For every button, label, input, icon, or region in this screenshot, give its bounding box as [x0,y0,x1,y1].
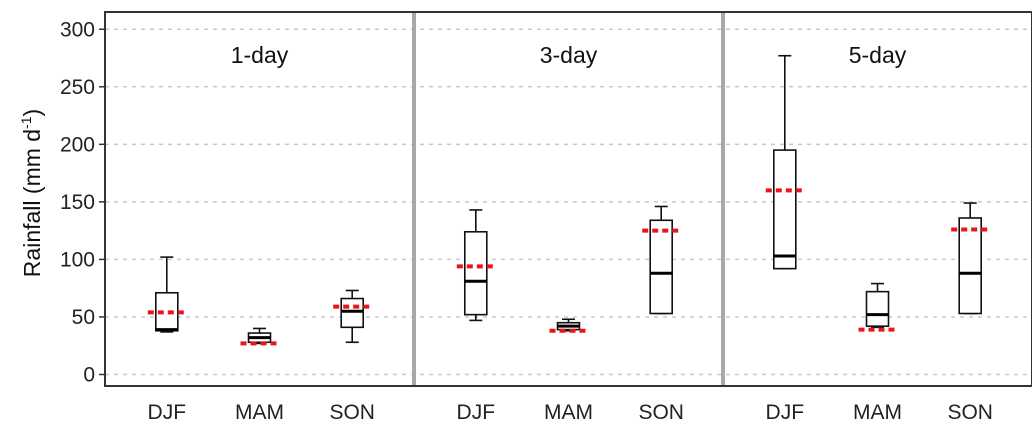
plot-frame [104,11,1032,387]
panel-3-day: 3-day [412,12,681,386]
y-tick-label: 300 [60,18,95,41]
y-tick-label: 50 [72,306,95,329]
panel-label: 3-day [540,42,598,68]
x-tick-label: DJF [766,401,805,424]
box-DJF [456,209,495,322]
y-axis-title: Rainfall (mm d-1) [18,109,45,277]
x-tick-label: MAM [235,401,284,424]
iqr-box [649,219,674,315]
iqr-box [463,230,488,316]
x-tick-label: DJF [457,401,496,424]
chart-panels: 1-day 3-day 5-day [147,12,990,386]
panel-5-day: 5-day [721,12,990,386]
box-DJF [147,256,186,333]
box-DJF [765,54,804,270]
panel-label: 1-day [231,42,289,68]
box-SON [333,289,372,344]
x-axis: DJF MAM SON DJF MAM SON DJF MAM SON [148,401,993,424]
x-tick-label: SON [947,401,993,424]
y-axis-title-close: ) [19,109,45,117]
panel-label: 5-day [849,42,907,68]
y-tick-label: 0 [83,363,95,386]
y-axis: 0 50 100 150 200 250 300 [60,18,105,386]
box-MAM [240,327,279,346]
y-axis-title-superscript: -1 [18,116,34,129]
x-tick-label: SON [329,401,375,424]
y-tick-label: 250 [60,76,95,99]
y-tick-label: 100 [60,248,95,271]
x-tick-label: MAM [544,401,593,424]
box-MAM [549,318,588,333]
box-SON [642,205,681,315]
box-SON [951,202,990,315]
iqr-box [772,149,797,270]
gridlines [105,28,1032,376]
y-tick-label: 200 [60,133,95,156]
iqr-box [340,297,365,329]
box-MAM [858,282,897,332]
x-tick-label: MAM [853,401,902,424]
y-axis-title-main: Rainfall (mm d [19,129,45,277]
iqr-box [865,290,890,327]
y-tick-label: 150 [60,191,95,214]
x-tick-label: DJF [148,401,187,424]
iqr-box [958,217,983,315]
x-tick-label: SON [638,401,684,424]
panel-1-day: 1-day [147,42,372,346]
